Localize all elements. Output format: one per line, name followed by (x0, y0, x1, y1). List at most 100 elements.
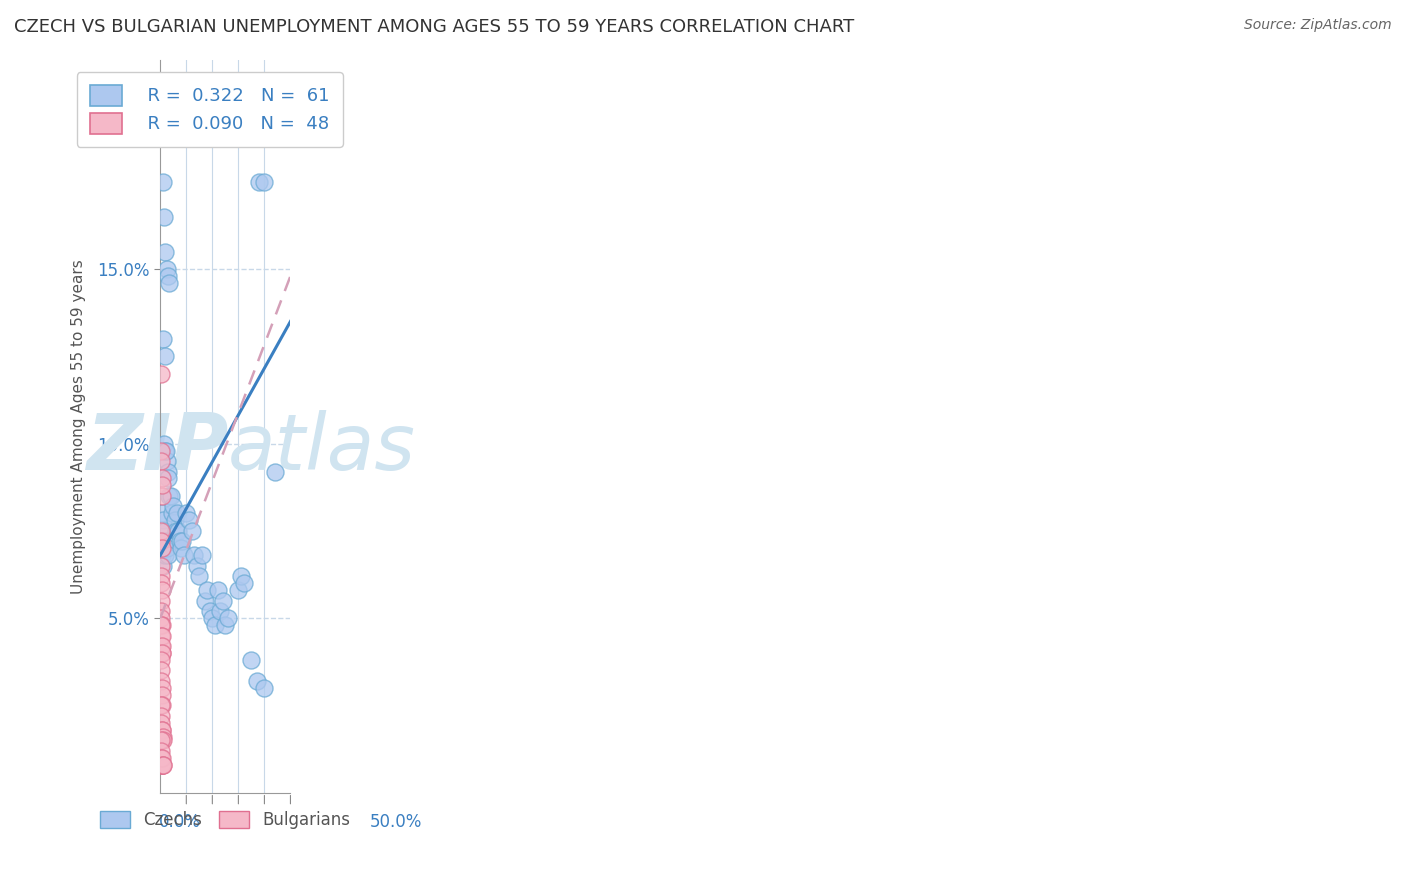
Point (240, 653, 263, 667)
Y-axis label: Unemployment Among Ages 55 to 59 years: Unemployment Among Ages 55 to 59 years (72, 259, 86, 593)
Point (156, 465, 179, 479)
Point (150, 709, 173, 723)
Point (150, 757, 173, 772)
Point (156, 541, 179, 556)
Point (162, 500, 184, 514)
Point (150, 698, 173, 713)
Point (204, 618, 226, 632)
Point (150, 576, 173, 591)
Point (152, 513, 174, 527)
Point (150, 733, 173, 747)
Text: atlas: atlas (228, 410, 416, 486)
Point (155, 534, 177, 549)
Point (176, 507, 198, 521)
Point (157, 268, 180, 283)
Point (195, 583, 218, 598)
Point (157, 276, 180, 290)
Point (150, 443, 173, 458)
Point (169, 534, 191, 549)
Point (150, 639, 173, 653)
Point (209, 604, 232, 618)
Point (153, 210, 176, 224)
Point (150, 549, 173, 563)
Point (201, 611, 224, 625)
Point (211, 593, 233, 607)
Point (150, 757, 173, 772)
Point (207, 583, 229, 598)
Point (253, 175, 276, 189)
Point (149, 733, 172, 747)
Point (150, 688, 173, 702)
Point (150, 489, 173, 503)
Point (152, 332, 174, 346)
Point (149, 593, 172, 607)
Point (155, 443, 177, 458)
Point (188, 569, 211, 583)
Point (150, 618, 173, 632)
Point (150, 750, 173, 764)
Point (150, 507, 173, 521)
Point (152, 175, 174, 189)
Point (150, 681, 173, 695)
Point (160, 507, 183, 521)
Point (153, 524, 176, 538)
Point (155, 443, 177, 458)
Point (159, 489, 181, 503)
Point (150, 534, 173, 549)
Point (214, 618, 236, 632)
Point (150, 604, 173, 618)
Point (150, 583, 173, 598)
Point (152, 757, 174, 772)
Point (183, 549, 205, 563)
Point (247, 175, 270, 189)
Point (150, 757, 173, 772)
Point (150, 569, 173, 583)
Point (150, 629, 173, 643)
Point (263, 465, 285, 479)
Point (150, 454, 173, 468)
Point (150, 744, 173, 758)
Point (150, 750, 173, 764)
Legend: Czechs, Bulgarians: Czechs, Bulgarians (94, 804, 357, 836)
Point (150, 646, 173, 660)
Point (155, 244, 177, 259)
Point (177, 513, 200, 527)
Text: 50.0%: 50.0% (370, 814, 422, 831)
Point (246, 673, 269, 688)
Point (150, 723, 173, 737)
Text: Source: ZipAtlas.com: Source: ZipAtlas.com (1244, 18, 1392, 32)
Point (173, 549, 195, 563)
Text: 0.0%: 0.0% (159, 814, 201, 831)
Point (152, 730, 174, 744)
Point (152, 733, 174, 747)
Point (165, 524, 187, 538)
Point (166, 507, 188, 521)
Point (153, 541, 176, 556)
Point (229, 569, 252, 583)
Point (191, 549, 214, 563)
Point (150, 664, 173, 678)
Point (150, 471, 173, 485)
Point (157, 471, 180, 485)
Point (149, 698, 172, 713)
Point (150, 646, 173, 660)
Point (167, 524, 190, 538)
Text: ZIP: ZIP (86, 410, 228, 486)
Point (156, 454, 179, 468)
Point (232, 576, 254, 591)
Point (150, 715, 173, 730)
Point (156, 262, 179, 277)
Text: CZECH VS BULGARIAN UNEMPLOYMENT AMONG AGES 55 TO 59 YEARS CORRELATION CHART: CZECH VS BULGARIAN UNEMPLOYMENT AMONG AG… (14, 18, 855, 36)
Point (153, 349, 176, 363)
Point (149, 367, 172, 381)
Point (150, 478, 173, 492)
Point (170, 541, 193, 556)
Point (228, 583, 250, 598)
Point (149, 653, 172, 667)
Point (156, 549, 179, 563)
Point (193, 593, 215, 607)
Point (150, 629, 173, 643)
Point (150, 639, 173, 653)
Point (163, 513, 186, 527)
Point (150, 524, 173, 538)
